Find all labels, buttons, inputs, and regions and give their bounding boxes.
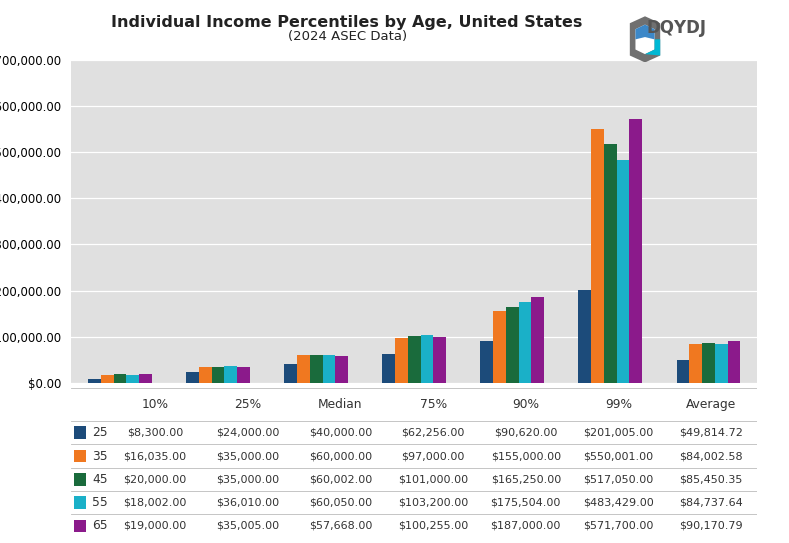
Bar (690, 344, 702, 383)
Text: 45: 45 (92, 473, 108, 486)
Text: $16,035.00: $16,035.00 (124, 451, 187, 461)
Text: $57,668.00: $57,668.00 (308, 521, 372, 531)
Bar (578, 290, 591, 383)
Text: $97,000.00: $97,000.00 (402, 451, 465, 461)
FancyBboxPatch shape (74, 496, 86, 509)
Text: $8,300.00: $8,300.00 (127, 428, 183, 438)
Bar (493, 311, 506, 383)
Text: 99%: 99% (605, 398, 632, 411)
Bar (114, 374, 126, 383)
Text: $175,504.00: $175,504.00 (491, 497, 561, 508)
Text: $24,000.00: $24,000.00 (216, 428, 279, 438)
Text: 35: 35 (92, 450, 108, 463)
Text: $36,010.00: $36,010.00 (216, 497, 279, 508)
Bar (225, 366, 237, 383)
Text: $90,620.00: $90,620.00 (494, 428, 558, 438)
Text: $571,700.00: $571,700.00 (583, 521, 653, 531)
Text: 25: 25 (92, 426, 108, 439)
Polygon shape (645, 39, 660, 55)
Bar (284, 364, 297, 383)
Bar (630, 119, 642, 383)
Text: $155,000.00: $155,000.00 (491, 451, 561, 461)
Text: $35,000.00: $35,000.00 (216, 475, 279, 484)
Text: $187,000.00: $187,000.00 (491, 521, 561, 531)
Bar (518, 302, 532, 383)
Bar (617, 160, 630, 383)
Bar (310, 355, 323, 383)
Text: 90%: 90% (512, 398, 539, 411)
Bar (591, 129, 604, 383)
Polygon shape (635, 24, 655, 54)
Bar (88, 379, 101, 383)
FancyBboxPatch shape (74, 426, 86, 439)
Bar (727, 341, 740, 383)
Text: DQYDJ: DQYDJ (646, 19, 706, 37)
Bar (604, 144, 617, 383)
Bar (481, 341, 493, 383)
Bar (395, 338, 408, 383)
Bar (297, 355, 310, 383)
FancyBboxPatch shape (74, 450, 86, 463)
Polygon shape (630, 16, 660, 62)
Bar (702, 343, 715, 383)
Bar (139, 374, 152, 383)
Text: $49,814.72: $49,814.72 (679, 428, 743, 438)
Text: Average: Average (686, 398, 736, 411)
Text: Median: Median (318, 398, 363, 411)
Text: $19,000.00: $19,000.00 (123, 521, 187, 531)
Bar (126, 375, 139, 383)
Text: 55: 55 (92, 496, 108, 509)
Bar (199, 367, 211, 383)
Polygon shape (635, 24, 655, 39)
Text: $85,450.35: $85,450.35 (679, 475, 742, 484)
Text: $60,002.00: $60,002.00 (308, 475, 372, 484)
Text: $35,000.00: $35,000.00 (216, 451, 279, 461)
Text: $62,256.00: $62,256.00 (402, 428, 465, 438)
Bar (101, 375, 114, 383)
Bar (335, 356, 348, 383)
Text: $84,002.58: $84,002.58 (679, 451, 743, 461)
Bar (408, 336, 421, 383)
Bar (506, 307, 518, 383)
Text: $20,000.00: $20,000.00 (123, 475, 187, 484)
Text: $165,250.00: $165,250.00 (491, 475, 561, 484)
Bar (676, 360, 690, 383)
Bar (715, 344, 727, 383)
Text: (2024 ASEC Data): (2024 ASEC Data) (288, 30, 406, 43)
Text: $100,255.00: $100,255.00 (398, 521, 468, 531)
Text: $201,005.00: $201,005.00 (583, 428, 653, 438)
Text: $90,170.79: $90,170.79 (679, 521, 743, 531)
Text: 25%: 25% (234, 398, 261, 411)
Bar (383, 354, 395, 383)
Text: Individual Income Percentiles by Age, United States: Individual Income Percentiles by Age, Un… (111, 15, 583, 30)
Text: $84,737.64: $84,737.64 (679, 497, 743, 508)
Text: $18,002.00: $18,002.00 (123, 497, 187, 508)
Text: 75%: 75% (420, 398, 447, 411)
Text: $550,001.00: $550,001.00 (583, 451, 653, 461)
Bar (323, 355, 335, 383)
Bar (421, 335, 433, 383)
Text: $101,000.00: $101,000.00 (398, 475, 468, 484)
Text: $60,050.00: $60,050.00 (308, 497, 372, 508)
FancyBboxPatch shape (74, 520, 86, 532)
Bar (433, 337, 446, 383)
FancyBboxPatch shape (74, 473, 86, 486)
Bar (237, 367, 250, 383)
Bar (186, 372, 199, 383)
Text: 10%: 10% (141, 398, 169, 411)
Bar (532, 296, 544, 383)
Text: $35,005.00: $35,005.00 (216, 521, 279, 531)
Text: $40,000.00: $40,000.00 (308, 428, 372, 438)
Bar (211, 367, 225, 383)
Text: $483,429.00: $483,429.00 (583, 497, 654, 508)
Text: 65: 65 (92, 520, 108, 533)
Text: $517,050.00: $517,050.00 (583, 475, 653, 484)
Text: $103,200.00: $103,200.00 (398, 497, 468, 508)
Text: $60,000.00: $60,000.00 (308, 451, 372, 461)
